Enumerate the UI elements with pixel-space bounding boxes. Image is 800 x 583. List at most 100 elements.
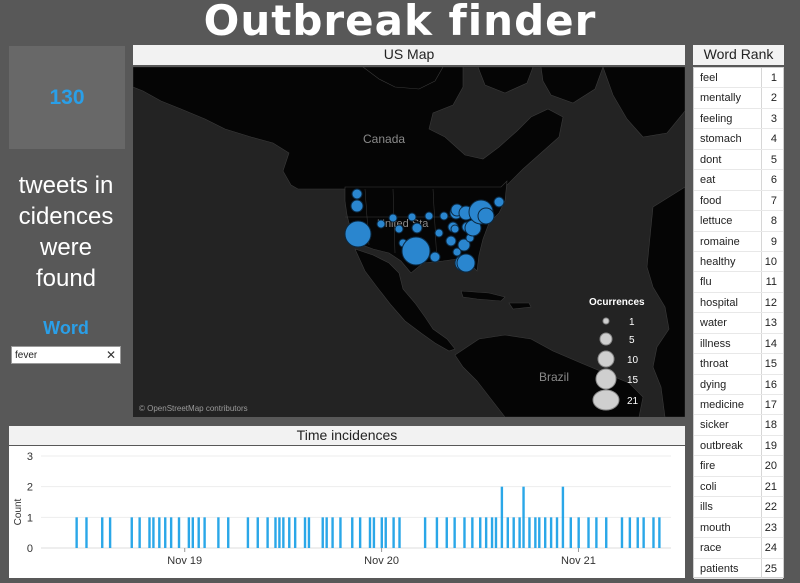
- incidence-bar[interactable]: [628, 517, 632, 548]
- incidence-bar[interactable]: [152, 517, 155, 548]
- occurrence-bubble[interactable]: [450, 224, 460, 234]
- word-rank-row[interactable]: dying 16: [694, 375, 783, 396]
- word-rank-row[interactable]: healthy 10: [694, 252, 783, 273]
- incidence-bar[interactable]: [605, 517, 608, 548]
- incidence-bar[interactable]: [358, 517, 362, 548]
- word-rank-row[interactable]: feeling 3: [694, 109, 783, 130]
- word-rank-row[interactable]: throat 15: [694, 354, 783, 375]
- incidence-bar[interactable]: [217, 517, 220, 548]
- word-rank-row[interactable]: medicine 17: [694, 395, 783, 416]
- incidence-bar[interactable]: [130, 517, 133, 548]
- occurrence-bubble[interactable]: [351, 188, 363, 200]
- incidence-bar[interactable]: [534, 517, 537, 548]
- incidence-bar[interactable]: [351, 517, 354, 548]
- occurrence-bubble[interactable]: [445, 235, 457, 247]
- occurrence-bubble[interactable]: [493, 196, 505, 208]
- word-rank-row[interactable]: stomach 4: [694, 129, 783, 150]
- incidence-bar[interactable]: [203, 517, 206, 548]
- occurrence-bubble[interactable]: [394, 224, 404, 234]
- occurrence-bubble[interactable]: [457, 238, 471, 252]
- incidence-bar[interactable]: [642, 517, 645, 548]
- word-rank-row[interactable]: mentally 2: [694, 88, 783, 109]
- occurrence-bubble[interactable]: [350, 199, 364, 213]
- word-rank-row[interactable]: feel 1: [694, 68, 783, 89]
- incidence-bar[interactable]: [288, 517, 291, 548]
- incidence-bar[interactable]: [274, 517, 277, 548]
- occurrence-bubble[interactable]: [376, 219, 386, 229]
- incidence-bar[interactable]: [177, 517, 181, 548]
- incidence-bar[interactable]: [453, 517, 456, 548]
- incidence-bar[interactable]: [303, 517, 307, 548]
- word-rank-row[interactable]: ills 22: [694, 497, 783, 518]
- incidence-bar[interactable]: [169, 517, 173, 548]
- incidence-bar[interactable]: [321, 517, 324, 548]
- incidence-bar[interactable]: [293, 517, 297, 548]
- incidence-bar[interactable]: [652, 517, 655, 548]
- incidence-bar[interactable]: [518, 517, 521, 548]
- word-rank-row[interactable]: water 13: [694, 313, 783, 334]
- incidence-bar[interactable]: [587, 517, 590, 548]
- incidence-bar[interactable]: [187, 517, 191, 548]
- occurrence-bubble[interactable]: [344, 220, 372, 248]
- incidence-bar[interactable]: [266, 517, 269, 548]
- incidence-bar[interactable]: [246, 517, 250, 548]
- word-rank-row[interactable]: patients 25: [694, 559, 783, 579]
- word-rank-row[interactable]: coli 21: [694, 477, 783, 498]
- incidence-bar[interactable]: [108, 517, 112, 548]
- incidence-bar[interactable]: [538, 517, 541, 548]
- incidence-bar[interactable]: [435, 517, 439, 548]
- incidence-bar[interactable]: [494, 517, 498, 548]
- incidence-bar[interactable]: [595, 517, 598, 548]
- occurrence-bubble[interactable]: [429, 251, 441, 263]
- incidence-bar[interactable]: [191, 517, 194, 548]
- incidence-bar[interactable]: [569, 517, 572, 548]
- incidence-bar[interactable]: [368, 517, 372, 548]
- incidence-bar[interactable]: [549, 517, 553, 548]
- incidence-bar[interactable]: [85, 517, 88, 548]
- occurrence-bubble[interactable]: [434, 228, 444, 238]
- occurrence-bubble[interactable]: [388, 213, 398, 223]
- incidence-bar[interactable]: [307, 517, 311, 548]
- word-rank-row[interactable]: dont 5: [694, 150, 783, 171]
- incidence-bar[interactable]: [561, 486, 565, 548]
- incidence-bar[interactable]: [75, 517, 78, 548]
- close-icon[interactable]: ✕: [105, 348, 116, 362]
- incidence-bar[interactable]: [227, 517, 230, 548]
- word-rank-row[interactable]: hospital 12: [694, 293, 783, 314]
- occurrence-bubble[interactable]: [439, 211, 449, 221]
- incidence-bar[interactable]: [398, 517, 401, 548]
- incidence-bar[interactable]: [325, 517, 328, 548]
- occurrence-bubble[interactable]: [411, 222, 423, 234]
- occurrence-bubble[interactable]: [452, 247, 462, 257]
- occurrence-bubble[interactable]: [477, 207, 495, 225]
- word-search-input[interactable]: [15, 348, 103, 362]
- word-rank-row[interactable]: illness 14: [694, 334, 783, 355]
- incidence-bar[interactable]: [372, 517, 376, 548]
- incidence-bar[interactable]: [158, 517, 161, 548]
- incidence-bar[interactable]: [256, 517, 259, 548]
- incidence-bar[interactable]: [471, 517, 474, 548]
- incidence-bar[interactable]: [544, 517, 547, 548]
- word-rank-row[interactable]: flu 11: [694, 272, 783, 293]
- occurrence-bubble[interactable]: [456, 253, 476, 273]
- incidence-bar[interactable]: [528, 517, 531, 548]
- incidence-bar[interactable]: [463, 517, 466, 548]
- incidence-bar[interactable]: [620, 517, 624, 548]
- incidence-bar[interactable]: [423, 517, 427, 548]
- word-rank-row[interactable]: romaine 9: [694, 232, 783, 252]
- incidence-bar[interactable]: [522, 486, 525, 548]
- incidence-bar[interactable]: [331, 517, 334, 548]
- incidence-bar[interactable]: [506, 517, 509, 548]
- occurrence-bubble[interactable]: [424, 211, 434, 221]
- occurrence-bubble[interactable]: [401, 236, 431, 266]
- incidence-bar[interactable]: [164, 517, 167, 548]
- incidence-bar[interactable]: [500, 486, 504, 548]
- incidence-bar[interactable]: [197, 517, 200, 548]
- incidence-bar[interactable]: [445, 517, 448, 548]
- word-rank-row[interactable]: sicker 18: [694, 415, 783, 436]
- incidence-bar[interactable]: [384, 517, 387, 548]
- incidence-bar[interactable]: [658, 517, 661, 548]
- word-rank-row[interactable]: outbreak 19: [694, 436, 783, 457]
- us-map[interactable]: Canada United Sta Brazil: [133, 67, 685, 417]
- incidence-bar[interactable]: [512, 517, 515, 548]
